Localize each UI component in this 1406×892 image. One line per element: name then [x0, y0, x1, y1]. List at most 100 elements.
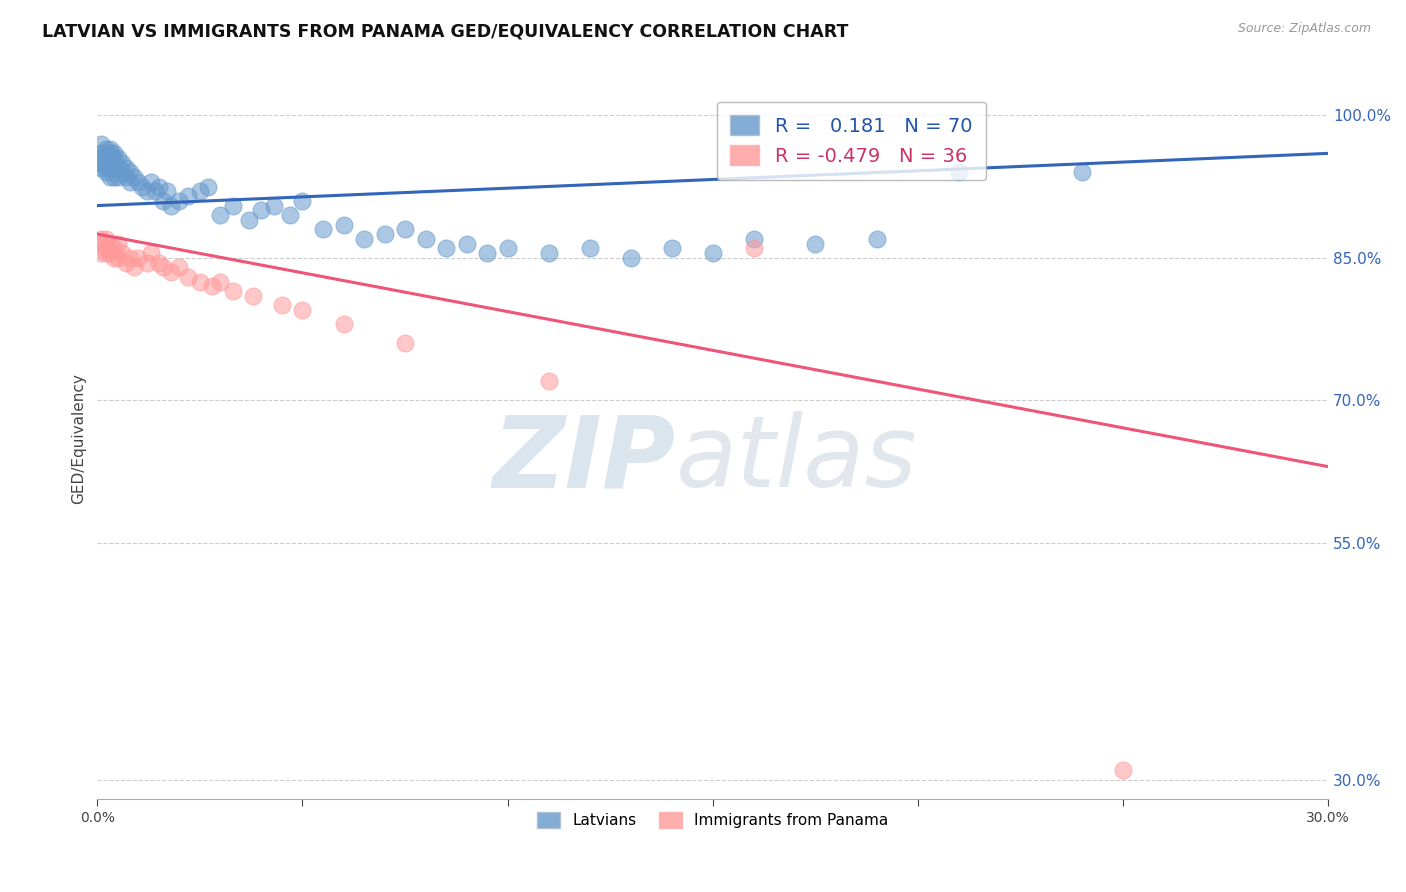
Point	[152, 260, 174, 275]
Point	[90, 232, 112, 246]
Point	[143, 185, 166, 199]
Point	[332, 218, 354, 232]
Point	[94, 241, 117, 255]
Point	[263, 198, 285, 212]
Point	[176, 269, 198, 284]
Point	[201, 279, 224, 293]
Point	[98, 146, 121, 161]
Point	[135, 185, 157, 199]
Point	[1112, 764, 1135, 778]
Point	[312, 222, 335, 236]
Point	[94, 165, 117, 179]
Point	[222, 198, 245, 212]
Point	[139, 246, 162, 260]
Point	[537, 246, 560, 260]
Point	[131, 179, 153, 194]
Point	[111, 246, 134, 260]
Point	[98, 151, 121, 165]
Point	[160, 265, 183, 279]
Point	[188, 185, 211, 199]
Point	[197, 179, 219, 194]
Point	[278, 208, 301, 222]
Point	[394, 336, 416, 351]
Point	[373, 227, 395, 241]
Point	[94, 232, 117, 246]
Point	[169, 260, 191, 275]
Point	[496, 241, 519, 255]
Point	[702, 246, 724, 260]
Point	[139, 175, 162, 189]
Legend: Latvians, Immigrants from Panama: Latvians, Immigrants from Panama	[531, 806, 894, 835]
Point	[415, 232, 437, 246]
Point	[291, 303, 314, 318]
Point	[98, 246, 121, 260]
Point	[90, 236, 112, 251]
Point	[90, 151, 112, 165]
Point	[169, 194, 191, 208]
Point	[98, 142, 121, 156]
Point	[115, 170, 138, 185]
Point	[238, 212, 260, 227]
Point	[98, 170, 121, 185]
Point	[103, 241, 125, 255]
Point	[661, 241, 683, 255]
Point	[209, 275, 232, 289]
Point	[103, 161, 125, 175]
Point	[578, 241, 600, 255]
Y-axis label: GED/Equivalency: GED/Equivalency	[72, 373, 86, 504]
Point	[124, 170, 146, 185]
Point	[866, 232, 889, 246]
Point	[111, 156, 134, 170]
Point	[135, 255, 157, 269]
Point	[332, 317, 354, 331]
Point	[111, 165, 134, 179]
Point	[156, 185, 179, 199]
Point	[98, 236, 121, 251]
Point	[291, 194, 314, 208]
Point	[434, 241, 457, 255]
Point	[152, 194, 174, 208]
Point	[124, 260, 146, 275]
Point	[620, 251, 643, 265]
Point	[90, 246, 112, 260]
Point	[742, 232, 765, 246]
Point	[107, 170, 129, 185]
Point	[90, 161, 112, 175]
Point	[107, 251, 129, 265]
Point	[115, 161, 138, 175]
Point	[103, 251, 125, 265]
Point	[90, 136, 112, 151]
Point	[804, 236, 827, 251]
Point	[107, 236, 129, 251]
Point	[94, 246, 117, 260]
Point	[120, 251, 142, 265]
Text: Source: ZipAtlas.com: Source: ZipAtlas.com	[1237, 22, 1371, 36]
Point	[127, 175, 149, 189]
Point	[98, 161, 121, 175]
Text: LATVIAN VS IMMIGRANTS FROM PANAMA GED/EQUIVALENCY CORRELATION CHART: LATVIAN VS IMMIGRANTS FROM PANAMA GED/EQ…	[42, 22, 849, 40]
Point	[456, 236, 478, 251]
Point	[148, 255, 170, 269]
Point	[394, 222, 416, 236]
Point	[94, 151, 117, 165]
Point	[107, 151, 129, 165]
Point	[1071, 165, 1094, 179]
Point	[176, 189, 198, 203]
Point	[90, 146, 112, 161]
Point	[475, 246, 498, 260]
Point	[353, 232, 375, 246]
Point	[103, 146, 125, 161]
Point	[160, 198, 183, 212]
Point	[94, 146, 117, 161]
Point	[742, 241, 765, 255]
Point	[242, 289, 264, 303]
Point	[222, 284, 245, 298]
Point	[103, 170, 125, 185]
Text: atlas: atlas	[676, 411, 918, 508]
Point	[90, 156, 112, 170]
Point	[209, 208, 232, 222]
Point	[271, 298, 294, 312]
Point	[537, 374, 560, 388]
Point	[107, 161, 129, 175]
Point	[103, 151, 125, 165]
